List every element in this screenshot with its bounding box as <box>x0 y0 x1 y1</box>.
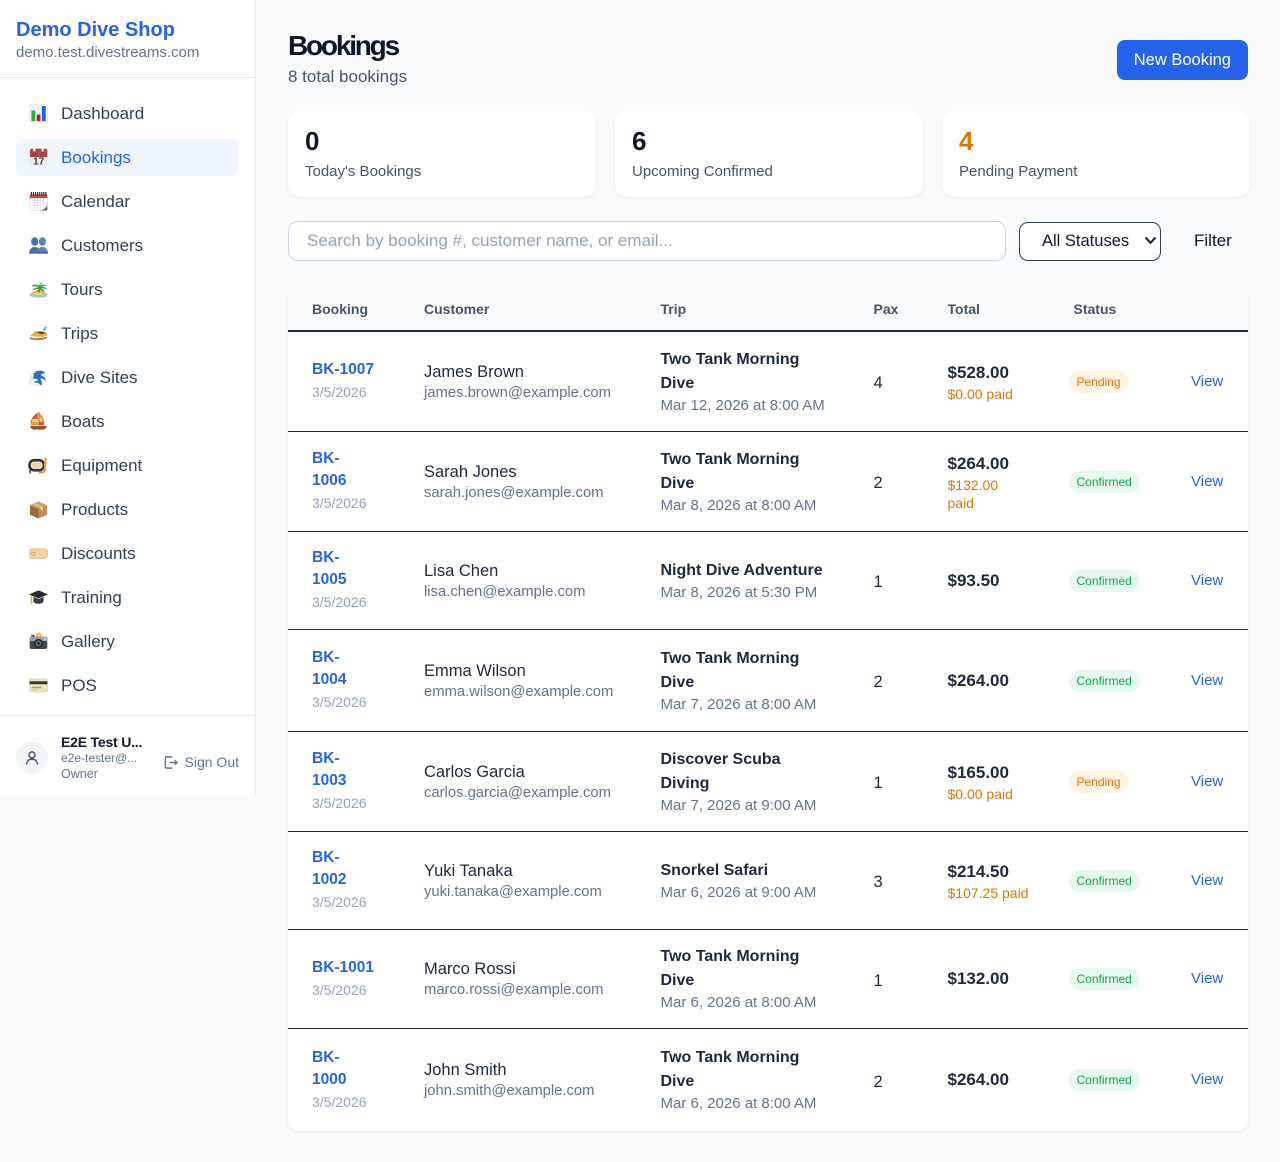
svg-text:17: 17 <box>33 156 45 167</box>
